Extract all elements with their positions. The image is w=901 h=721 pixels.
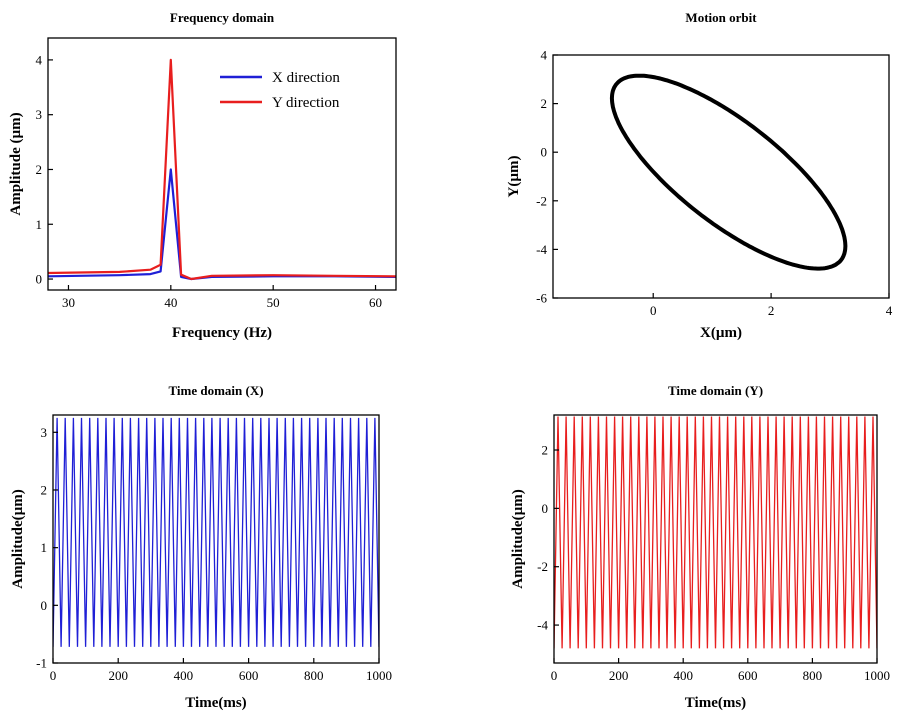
plot-area	[53, 417, 379, 647]
y-axis-label: Amplitude(µm)	[10, 489, 26, 588]
x-tick-label: 200	[609, 668, 629, 683]
x-tick-label: 600	[738, 668, 758, 683]
y-tick-label: 2	[542, 443, 549, 458]
plot-frame	[553, 414, 878, 664]
y-tick-label: 2	[41, 482, 48, 497]
y-tick-label: 0	[36, 272, 43, 287]
chart-title: Time domain (X)	[168, 383, 263, 398]
x-tick-label: 4	[886, 303, 893, 318]
y-tick-label: 1	[41, 540, 48, 555]
x-tick-label: 400	[174, 668, 194, 683]
x-tick-label: 0	[650, 303, 657, 318]
chart-timex: Time domain (X) Time(ms) Amplitude(µm) 0 200…	[10, 383, 392, 711]
y-tick-label: -6	[536, 291, 547, 306]
y-tick-label: 1	[36, 217, 43, 232]
signal-line	[554, 416, 877, 649]
x-tick-label: 0	[551, 668, 558, 683]
signal-line	[53, 417, 379, 647]
x-tick-label: 200	[108, 668, 128, 683]
y-tick-label: -4	[536, 242, 547, 257]
x-axis-label: X(µm)	[700, 325, 742, 341]
y-tick-label: 4	[541, 48, 548, 63]
chart-title: Motion orbit	[685, 10, 757, 25]
legend-label: Y direction	[272, 95, 340, 111]
plot-area	[554, 416, 877, 649]
y-tick-label: -2	[536, 193, 547, 208]
x-tick-label: 800	[803, 668, 823, 683]
x-tick-label: 30	[62, 295, 75, 310]
plot-area	[48, 58, 396, 281]
x-tick-label: 40	[164, 295, 177, 310]
y-axis-label: Y(µm)	[506, 156, 522, 198]
y-tick-label: -1	[36, 656, 47, 671]
y-tick-label: 2	[36, 162, 43, 177]
x-axis-label: Time(ms)	[185, 695, 246, 711]
plot-frame	[47, 37, 397, 291]
legend-label: X direction	[272, 70, 340, 86]
plot-frame	[552, 54, 890, 299]
x-axis-label: Time(ms)	[685, 695, 746, 711]
x-tick-label: 600	[239, 668, 259, 683]
y-tick-label: 0	[541, 145, 548, 160]
x-tick-label: 1000	[366, 668, 392, 683]
x-tick-label: 2	[768, 303, 775, 318]
y-tick-label: -2	[537, 559, 548, 574]
x-tick-label: 60	[369, 295, 382, 310]
y-tick-label: 3	[36, 107, 43, 122]
y-tick-label: -4	[537, 618, 548, 633]
chart-title: Frequency domain	[170, 10, 275, 25]
y-axis-label: Amplitude(µm)	[510, 489, 526, 588]
x-tick-label: 1000	[864, 668, 890, 683]
plot-frame	[52, 414, 380, 664]
x-tick-label: 400	[673, 668, 693, 683]
series-line-y-direction	[48, 58, 396, 281]
x-axis-label: Frequency (Hz)	[172, 325, 272, 341]
plot-area	[609, 73, 848, 271]
y-tick-label: 3	[41, 425, 48, 440]
series-line-x-direction	[48, 168, 396, 281]
chart-timey: Time domain (Y) Time(ms) Amplitude(µm) 0 200…	[510, 383, 890, 711]
chart-freq: Frequency domain Frequency (Hz) Amplitude …	[8, 10, 397, 341]
chart-title: Time domain (Y)	[668, 383, 763, 398]
x-tick-label: 800	[304, 668, 324, 683]
x-tick-label: 50	[267, 295, 280, 310]
y-tick-label: 0	[41, 598, 48, 613]
orbit-line	[609, 73, 848, 271]
y-tick-label: 0	[542, 501, 549, 516]
y-axis-label: Amplitude (µm)	[8, 112, 24, 215]
chart-orbit: Motion orbit X(µm) Y(µm) 0 2 4 -6 -4 -2 0 2 4	[506, 10, 893, 341]
y-tick-label: 2	[541, 96, 548, 111]
x-tick-label: 0	[50, 668, 57, 683]
y-tick-label: 4	[36, 52, 43, 67]
